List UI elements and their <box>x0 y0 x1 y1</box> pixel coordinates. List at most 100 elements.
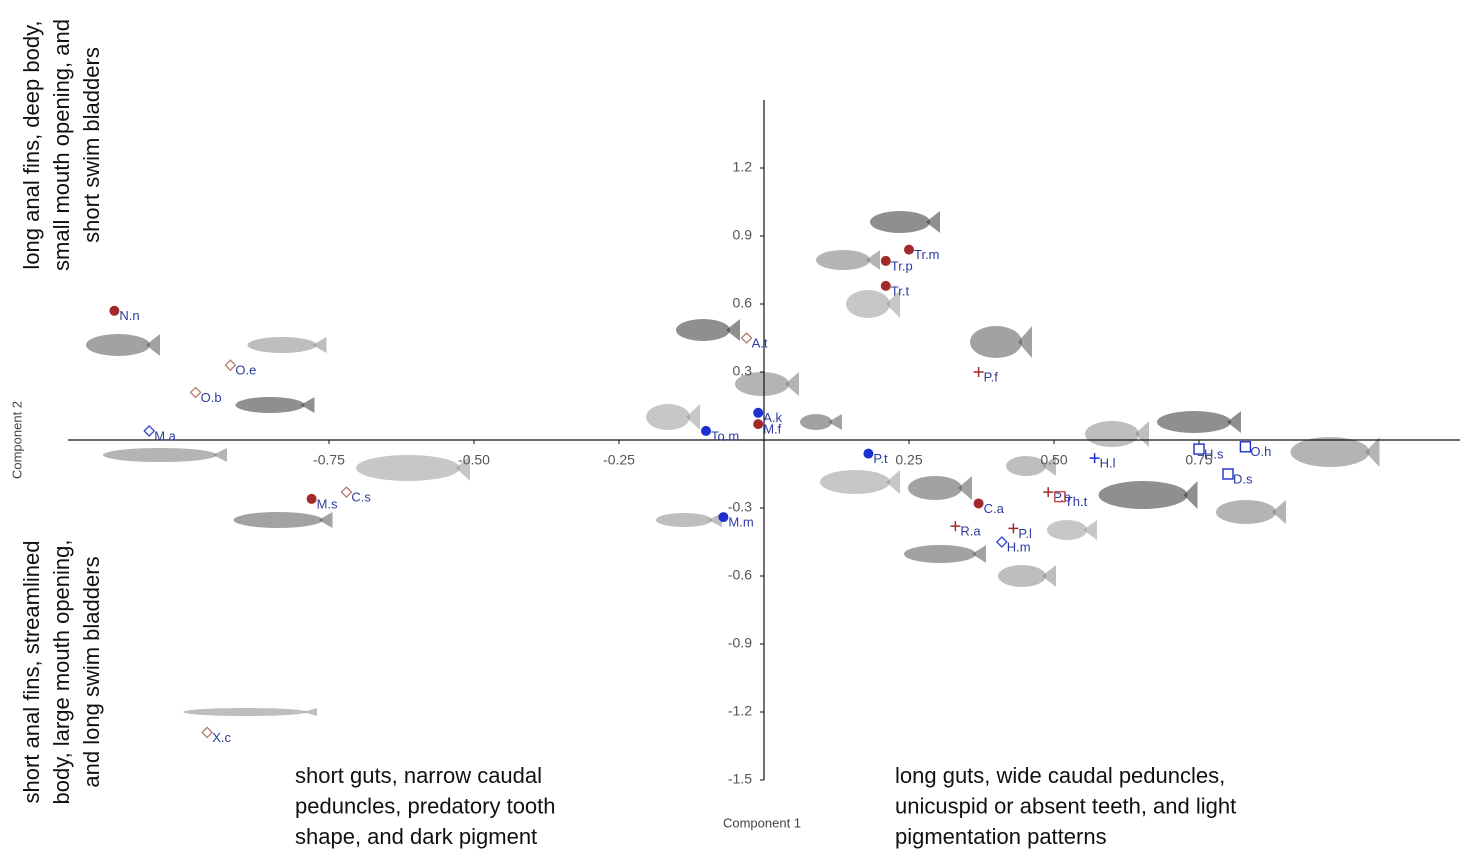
fish-body <box>656 513 712 527</box>
fish-tail <box>303 708 317 716</box>
fish-body <box>820 470 890 494</box>
fish-body <box>998 565 1046 587</box>
fish-tail <box>1272 500 1286 524</box>
fish-body <box>248 337 317 353</box>
fish-body <box>870 211 930 233</box>
point-label: D.s <box>1233 471 1253 486</box>
fish-tail <box>319 512 333 528</box>
point <box>881 256 891 266</box>
fish-tail <box>726 319 740 341</box>
point <box>1090 453 1100 463</box>
point-label: Th.t <box>1065 494 1088 509</box>
y-tick-label: 0.3 <box>733 363 753 379</box>
fish-body <box>86 334 150 356</box>
point <box>904 245 914 255</box>
y-tick-label: -0.9 <box>728 635 752 651</box>
fish-tail <box>926 211 940 233</box>
fish-body <box>1047 520 1087 540</box>
point <box>753 419 763 429</box>
point <box>997 537 1007 547</box>
annotation: and long swim bladders <box>79 556 104 787</box>
point-label: H.l <box>1100 456 1116 471</box>
point <box>109 306 119 316</box>
point-label: O.e <box>235 363 256 378</box>
point-label: H.m <box>1007 539 1031 554</box>
annotation: pigmentation patterns <box>895 824 1107 849</box>
annotation: short swim bladders <box>79 47 104 243</box>
fish-body <box>1291 437 1370 467</box>
point <box>1223 469 1233 479</box>
x-tick-label: 0.50 <box>1040 452 1067 468</box>
point-label: X.c <box>212 730 231 745</box>
point <box>225 360 235 370</box>
annotation: short anal fins, streamlined <box>19 541 44 804</box>
fish-tail <box>213 448 227 462</box>
point-label: A.t <box>752 335 768 350</box>
chart: Component 1 Component 2 -0.75-0.50-0.250… <box>0 0 1464 850</box>
fish-tail <box>301 397 315 413</box>
y-tick-label: -1.5 <box>728 771 752 787</box>
fish-body <box>1157 411 1231 433</box>
fish-tail <box>958 476 972 500</box>
point-label: To.m <box>711 428 739 443</box>
y-axis-title: Component 2 <box>9 401 24 479</box>
fish-tail <box>146 334 160 356</box>
fish-tail <box>313 337 327 353</box>
point-label: P.l <box>1018 526 1032 541</box>
y-tick-label: -1.2 <box>728 703 752 719</box>
point-label: P.f <box>984 369 999 384</box>
x-tick-label: -0.25 <box>603 452 635 468</box>
fish-tail <box>1227 411 1241 433</box>
fish-body <box>1216 500 1276 524</box>
fish-body <box>1099 481 1188 509</box>
y-tick-label: 0.9 <box>733 227 753 243</box>
point <box>341 487 351 497</box>
x-tick-label: 0.25 <box>895 452 922 468</box>
point-label: M.a <box>154 428 176 443</box>
y-tick-label: 1.2 <box>733 159 753 175</box>
point <box>144 426 154 436</box>
fish-tail <box>686 404 700 430</box>
point <box>974 367 984 377</box>
fish-body <box>904 545 976 563</box>
fish-body <box>908 476 962 500</box>
annotation: long anal fins, deep body, <box>19 20 44 269</box>
annotation: small mouth opening, and <box>49 19 74 271</box>
fish-body <box>676 319 730 341</box>
fish-body <box>816 250 870 270</box>
fish-tail <box>1083 520 1097 540</box>
annotation: unicuspid or absent teeth, and light <box>895 793 1236 818</box>
point-label: M.s <box>317 496 338 511</box>
point <box>701 426 711 436</box>
fish-tail <box>866 250 880 270</box>
fish-body <box>234 512 323 528</box>
point-label: Tr.t <box>891 283 910 298</box>
point-label: P.t <box>873 451 888 466</box>
point <box>950 521 960 531</box>
point-label: C.a <box>984 501 1005 516</box>
point <box>1240 442 1250 452</box>
fish-tail <box>1135 421 1149 447</box>
y-tick-label: -0.6 <box>728 567 752 583</box>
fish-body <box>646 404 690 430</box>
point <box>753 408 763 418</box>
annotation: body, large mouth opening, <box>49 540 74 805</box>
x-tick-label: -0.75 <box>313 452 345 468</box>
fish-body <box>1085 421 1139 447</box>
point-label: R.a <box>960 524 981 539</box>
fish-tail <box>1184 481 1198 509</box>
y-tick-label: -0.3 <box>728 499 752 515</box>
point-label: Tr.m <box>914 247 940 262</box>
fish-tail <box>972 545 986 563</box>
point <box>974 498 984 508</box>
point-label: H.s <box>1204 447 1224 462</box>
fish-body <box>356 455 460 481</box>
point <box>191 387 201 397</box>
fish-body <box>183 708 307 716</box>
point <box>863 449 873 459</box>
annotation: shape, and dark pigment <box>295 824 537 849</box>
fish-tail <box>828 414 842 430</box>
point <box>718 512 728 522</box>
point-label: O.b <box>201 390 222 405</box>
point-label: O.h <box>1250 444 1271 459</box>
